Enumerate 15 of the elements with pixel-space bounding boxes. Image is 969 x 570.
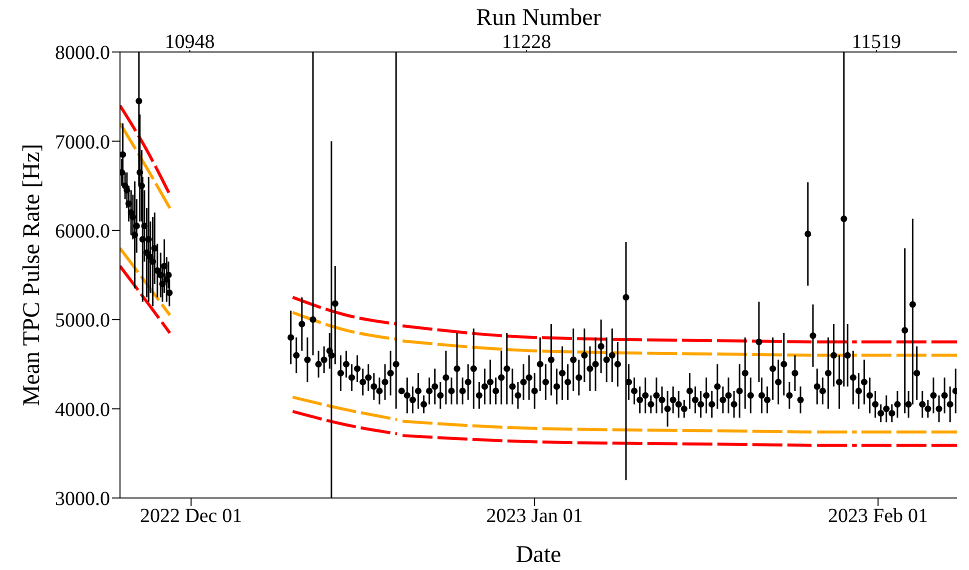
x2-tick-label: 11519 [852,31,902,53]
x-axis-title: Date [516,542,562,568]
x-tick-label: 2022 Dec 01 [140,505,242,528]
y-axis-title: Mean TPC Pulse Rate [Hz] [19,144,45,406]
x2-tick-label: 10948 [164,31,215,53]
x2-tick-label: 11228 [502,31,552,53]
x-tick-label: 2023 Jan 01 [486,505,583,528]
x2-axis-title: Run Number [476,5,601,32]
y-tick-label: 6000.0 [55,220,110,242]
x-tick-label: 2023 Feb 01 [828,505,928,528]
y-tick-label: 4000.0 [55,398,110,421]
y-tick-label: 3000.0 [55,488,110,510]
y-tick-label: 7000.0 [55,131,110,154]
y-tick-label: 8000.0 [55,42,110,64]
y-tick-label: 5000.0 [55,310,110,332]
